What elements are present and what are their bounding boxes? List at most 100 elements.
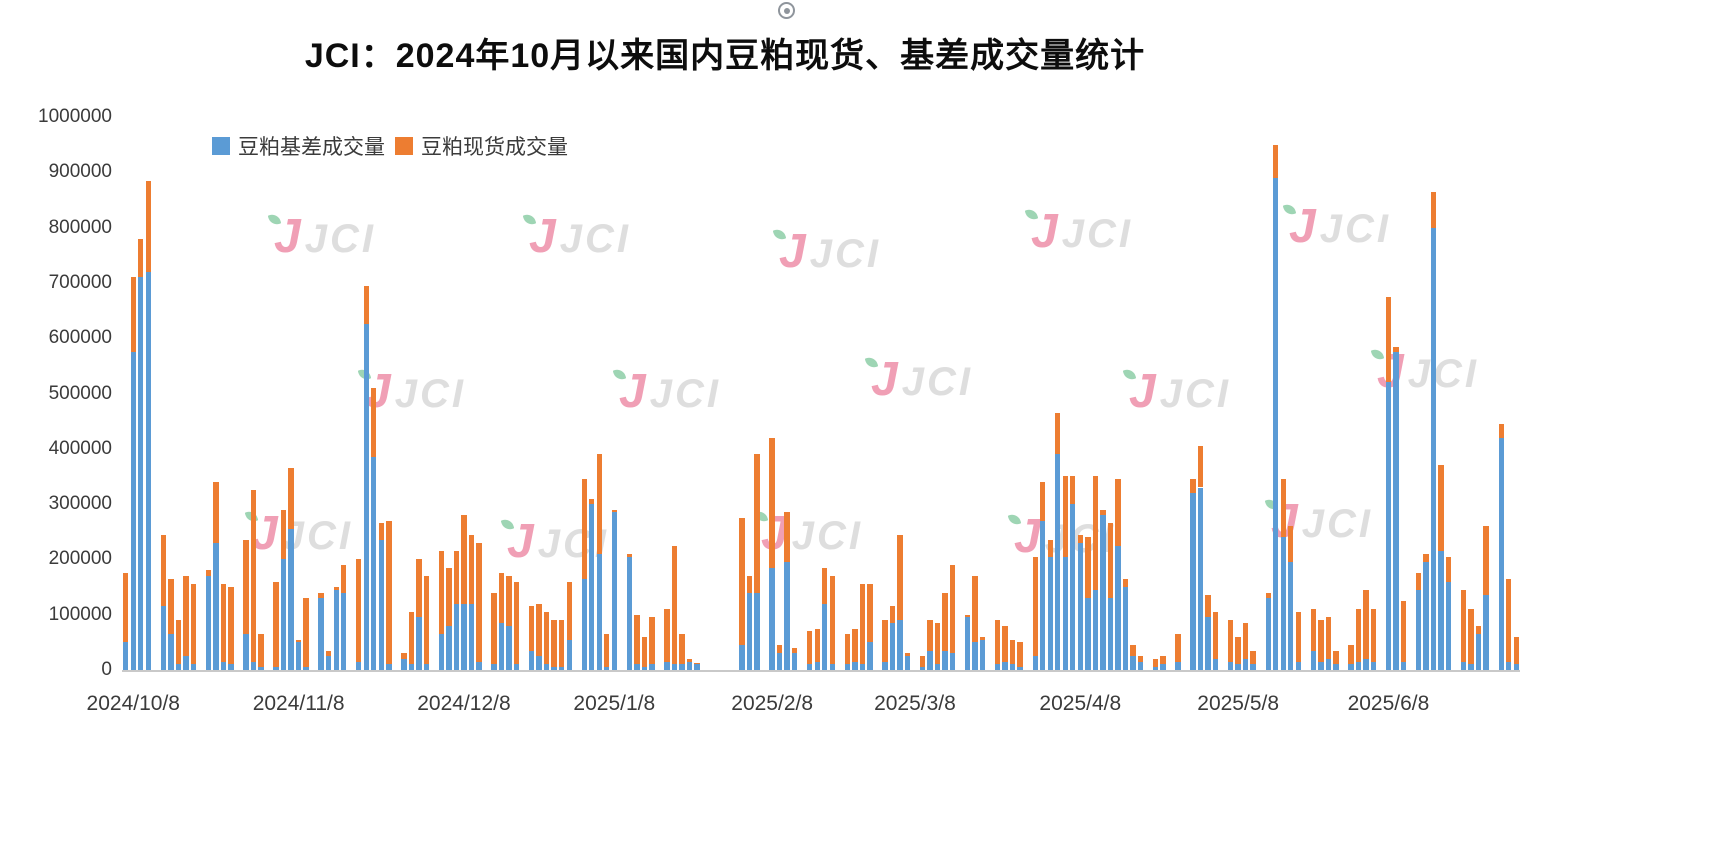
- basis-volume-bar: [528, 650, 535, 670]
- basis-volume-bar: [604, 667, 610, 670]
- basis-volume-bar: [949, 653, 956, 670]
- spot-volume-bar: [889, 606, 896, 623]
- y-axis-tick-label: 300000: [48, 493, 112, 515]
- spot-volume-bar: [468, 534, 475, 604]
- basis-volume-bar: [791, 653, 798, 670]
- x-axis-tick-label: 2024/11/8: [252, 692, 345, 715]
- basis-volume-bar: [581, 578, 587, 670]
- y-axis-labels: 0 100000 200000 300000 400000 500000 600000 700…: [0, 0, 112, 868]
- basis-volume-bar: [243, 634, 249, 670]
- spot-volume-bar: [649, 617, 655, 665]
- basis-volume-bar: [1062, 556, 1068, 670]
- basis-volume-bar: [1137, 661, 1144, 670]
- x-axis-line: [122, 670, 1520, 672]
- spot-volume-bar: [1190, 479, 1196, 494]
- spot-volume-bar: [528, 606, 535, 651]
- spot-volume-bar: [1092, 476, 1099, 590]
- spot-volume-bar: [1370, 609, 1377, 662]
- spot-volume-bar: [904, 653, 911, 657]
- basis-volume-bar: [371, 457, 377, 670]
- y-axis-tick-label: 900000: [48, 161, 112, 183]
- spot-volume-bar: [258, 634, 264, 668]
- basis-volume-bar: [1438, 551, 1444, 670]
- circled-dot-icon: [778, 2, 795, 19]
- spot-volume-bar: [1445, 556, 1452, 582]
- basis-volume-bar: [190, 664, 197, 670]
- basis-volume-bar: [168, 634, 174, 670]
- basis-volume-bar: [596, 553, 602, 670]
- basis-volume-bar: [513, 664, 520, 670]
- spot-volume-bar: [558, 620, 565, 668]
- spot-volume-bar: [273, 581, 279, 668]
- spot-volume-bar: [1483, 526, 1489, 596]
- spot-volume-bar: [1250, 650, 1256, 665]
- basis-volume-bar: [867, 642, 873, 670]
- spot-volume-bar: [288, 468, 294, 529]
- legend-label: 豆粕现货成交量: [421, 136, 568, 159]
- spot-volume-bar: [1047, 540, 1053, 557]
- basis-volume-bar: [1070, 504, 1076, 670]
- basis-volume-bar: [1055, 454, 1061, 670]
- basis-volume-bar: [145, 271, 151, 670]
- spot-volume-bar: [250, 490, 257, 662]
- spot-volume-bar: [491, 592, 497, 665]
- spot-volume-bar: [1415, 573, 1422, 590]
- basis-volume-bar: [754, 592, 760, 670]
- spot-volume-bar: [138, 238, 144, 278]
- spot-volume-bar: [822, 567, 828, 604]
- basis-volume-bar: [416, 617, 422, 670]
- basis-volume-bar: [1475, 634, 1482, 670]
- basis-volume-bar: [476, 661, 482, 670]
- spot-volume-bar: [739, 517, 745, 646]
- basis-volume-bar: [1242, 658, 1249, 670]
- basis-volume-bar: [318, 598, 324, 670]
- spot-volume-bar: [844, 634, 850, 665]
- spot-volume-bar: [1227, 620, 1234, 662]
- spot-volume-bar: [596, 454, 602, 554]
- spot-volume-bar: [829, 575, 835, 665]
- basis-volume-bar: [1506, 661, 1512, 670]
- basis-volume-bar: [220, 661, 227, 670]
- spot-volume-bar: [363, 285, 369, 325]
- basis-volume-bar: [897, 620, 903, 670]
- basis-volume-bar: [844, 664, 850, 670]
- spot-volume-bar: [543, 611, 550, 665]
- basis-volume-bar: [641, 667, 648, 670]
- basis-volume-bar: [183, 656, 189, 670]
- spot-volume-bar: [1205, 595, 1211, 618]
- spot-volume-bar: [461, 515, 467, 604]
- legend-item: 豆粕基差成交量: [212, 131, 385, 161]
- spot-volume-bar: [626, 553, 633, 557]
- spot-volume-bar: [1085, 537, 1091, 599]
- spot-volume-bar: [1363, 589, 1369, 659]
- spot-volume-bar: [1212, 611, 1219, 659]
- spot-volume-bar: [1070, 476, 1076, 505]
- y-axis-tick-label: 1000000: [38, 106, 112, 127]
- basis-volume-bar: [1310, 650, 1316, 670]
- basis-volume-bar: [769, 567, 775, 670]
- basis-volume-bar: [1318, 661, 1324, 670]
- basis-volume-bar: [829, 664, 835, 670]
- watermark-text: JCI: [537, 522, 609, 566]
- x-axis-tick-label: 2025/5/8: [1197, 692, 1280, 715]
- spot-volume-bar: [1032, 556, 1038, 657]
- basis-volume-bar: [686, 661, 693, 670]
- watermark-text: JCI: [559, 217, 631, 261]
- basis-volume-bar: [288, 528, 294, 670]
- watermark-text: JCI: [901, 360, 973, 404]
- spot-volume-bar: [611, 509, 617, 513]
- spot-volume-bar: [1197, 446, 1204, 488]
- basis-volume-bar: [807, 664, 813, 670]
- basis-volume-bar: [1393, 352, 1399, 670]
- spot-volume-bar: [664, 609, 670, 662]
- spot-volume-bar: [994, 620, 1001, 665]
- watermark-text: JCI: [1319, 207, 1391, 251]
- y-axis-tick-label: 700000: [48, 271, 112, 293]
- spot-volume-bar: [401, 653, 407, 659]
- basis-volume-bar: [1355, 661, 1362, 670]
- basis-volume-bar: [694, 664, 700, 670]
- x-axis-tick-label: 2025/4/8: [1039, 692, 1122, 715]
- spot-volume-bar: [641, 636, 648, 668]
